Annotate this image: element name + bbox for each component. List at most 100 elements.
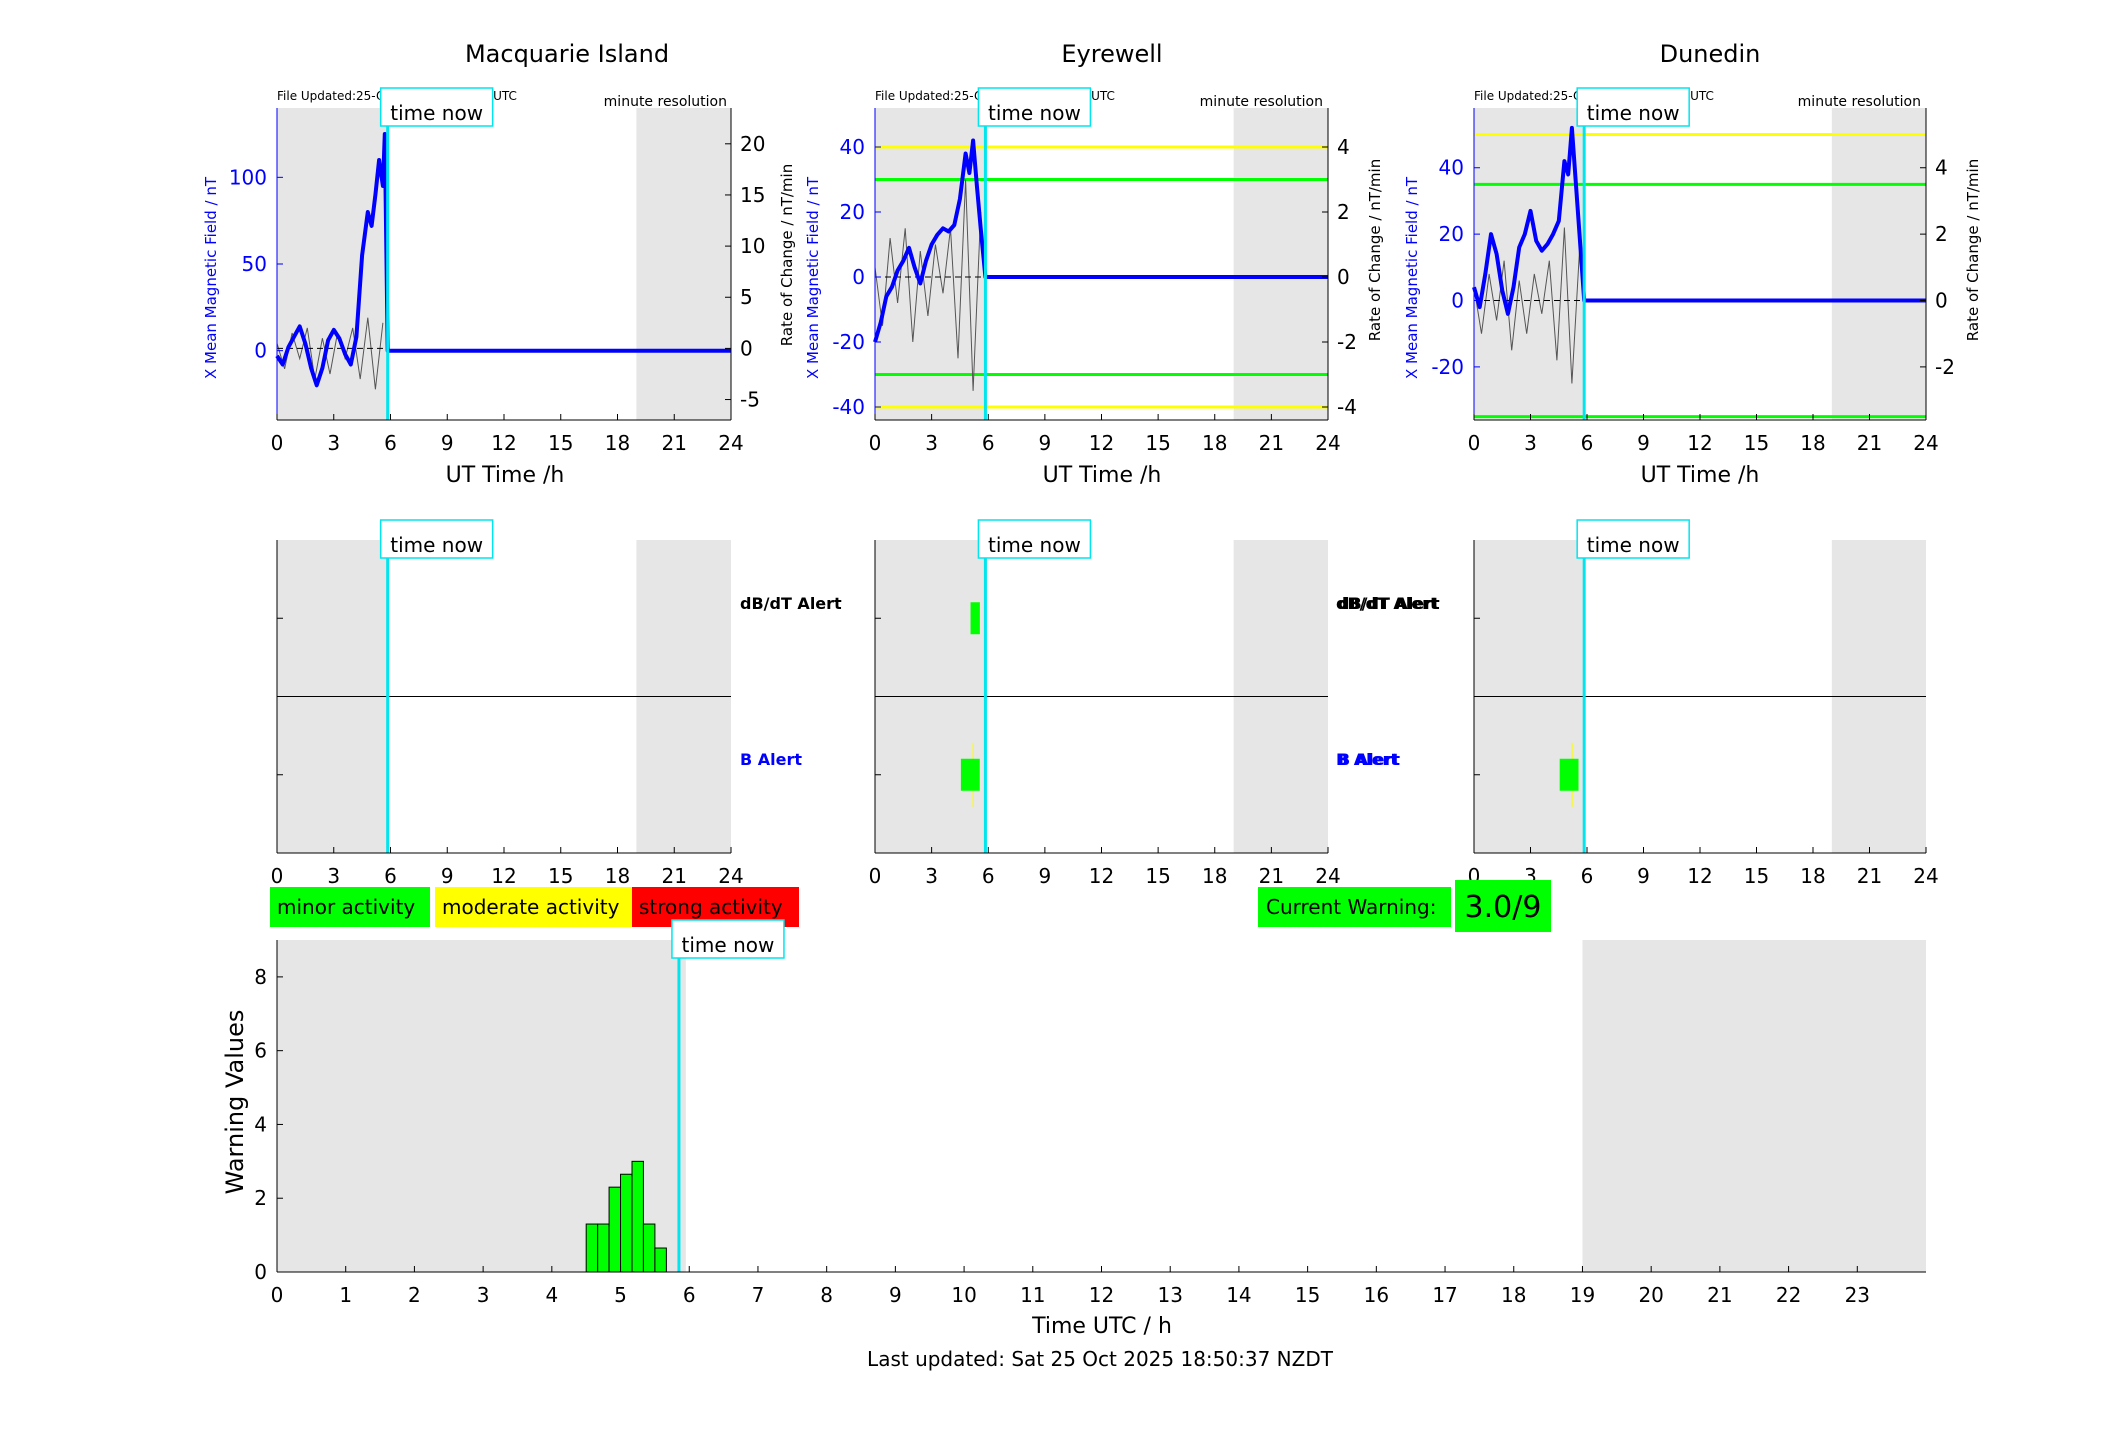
night-shading: [277, 108, 388, 420]
x-tick-label: 0: [271, 1283, 284, 1307]
x-tick-label: 15: [1744, 431, 1769, 455]
y-tick-label: 0: [254, 339, 267, 363]
x-tick-label: 7: [752, 1283, 765, 1307]
warning-bar: [631, 1160, 644, 1273]
rate-of-change-series: [276, 317, 384, 390]
y-tick-label: 100: [229, 165, 267, 189]
y-axis-label: X Mean Magnetic Field / nT: [804, 176, 822, 379]
night-shading: [1233, 108, 1328, 420]
y2-tick-label: 10: [740, 234, 765, 258]
x-tick-label: 18: [605, 864, 630, 888]
y2-tick-label: -2: [1337, 330, 1357, 354]
x-tick-label: 6: [982, 431, 995, 455]
x-tick-label: 0: [1468, 431, 1481, 455]
time-now-label: time now: [390, 533, 483, 557]
x-tick-label: 9: [1039, 864, 1052, 888]
legend-moderate-swatch: [435, 887, 632, 927]
macquarie-alert-chart: dB/dT Alert B Alert time now 0 3 6 9 12 15 18 21…: [271, 519, 842, 888]
x-tick-label: 12: [491, 864, 516, 888]
y2-tick-label: 4: [1337, 135, 1350, 159]
y-tick-label: 0: [1451, 289, 1464, 313]
y2-tick-label: 20: [740, 132, 765, 156]
x-tick-label: 15: [1295, 1283, 1320, 1307]
rate-of-change-series: [874, 179, 982, 391]
x-axis-label: Time UTC / h: [1031, 1314, 1172, 1339]
y-axis-label: X Mean Magnetic Field / nT: [202, 176, 220, 379]
y2-axis-label: Rate of Change / nT/min: [778, 164, 796, 346]
x-tick-label: 6: [1581, 864, 1594, 888]
x-tick-label: 22: [1776, 1283, 1801, 1307]
time-now-label: time now: [988, 533, 1081, 557]
x-tick-label: 12: [1687, 431, 1712, 455]
x-tick-label: 21: [662, 431, 687, 455]
y-tick-label: 0: [852, 265, 865, 289]
warning-bar: [585, 1223, 599, 1273]
alert-block: [970, 602, 980, 635]
x-tick-label: 8: [820, 1283, 833, 1307]
x-tick-label: 18: [1202, 431, 1227, 455]
x-tick-label: 21: [1857, 864, 1882, 888]
b-alert-label: B Alert: [1336, 750, 1398, 769]
x-tick-label: 23: [1845, 1283, 1870, 1307]
x-tick-label: 9: [1039, 431, 1052, 455]
x-tick-label: 0: [271, 431, 284, 455]
x-axis-label: UT Time /h: [1043, 463, 1162, 488]
current-warning-label-box: [1258, 887, 1451, 927]
x-tick-label: 12: [491, 431, 516, 455]
x-tick-label: 21: [1707, 1283, 1732, 1307]
y2-tick-label: 2: [1337, 200, 1350, 224]
x-tick-label: 21: [662, 864, 687, 888]
x-tick-label: 9: [1637, 431, 1650, 455]
dunedin-field-chart: Dunedin File Updated:25-Oct-2025 05:49:0…: [1403, 40, 1982, 488]
x-tick-label: 4: [545, 1283, 558, 1307]
time-now-label: time now: [390, 101, 483, 125]
station-title: Eyrewell: [1061, 40, 1162, 68]
x-tick-label: 24: [718, 431, 743, 455]
x-tick-label: 11: [1020, 1283, 1045, 1307]
x-tick-label: 18: [1800, 431, 1825, 455]
y-tick-label: 2: [254, 1186, 267, 1210]
dbdt-alert-label: dB/dT Alert: [1338, 594, 1440, 613]
x-tick-label: 6: [1581, 431, 1594, 455]
y-axis-label: X Mean Magnetic Field / nT: [1403, 176, 1421, 379]
x-tick-label: 12: [1089, 864, 1114, 888]
x-tick-label: 18: [1800, 864, 1825, 888]
eyrewell-alert-chart: dB/dT Alert B Alert time now 0 3 6 9 12 15 18 21…: [869, 519, 1440, 888]
x-tick-label: 3: [327, 431, 340, 455]
x-tick-label: 12: [1089, 1283, 1114, 1307]
alert-block: [960, 758, 980, 791]
x-tick-label: 3: [925, 864, 938, 888]
night-shading: [1831, 108, 1926, 420]
y2-tick-label: 15: [740, 183, 765, 207]
warning-bar: [608, 1186, 622, 1273]
x-tick-label: 0: [869, 864, 882, 888]
b-alert-label: B Alert: [1338, 750, 1400, 769]
x-tick-label: 17: [1432, 1283, 1457, 1307]
x-tick-label: 15: [548, 431, 573, 455]
y-tick-label: -40: [832, 395, 865, 419]
resolution-label: minute resolution: [1200, 94, 1323, 110]
x-tick-label: 18: [605, 431, 630, 455]
legend-minor-label: minor activity: [277, 895, 415, 919]
x-tick-label: 24: [1913, 431, 1938, 455]
dbdt-alert-label: dB/dT Alert: [1336, 594, 1438, 613]
magnetic-field-series: [275, 132, 731, 388]
x-tick-label: 5: [614, 1283, 627, 1307]
night-shading: [1582, 940, 1926, 1272]
x-tick-label: 9: [889, 1283, 902, 1307]
x-tick-label: 15: [1145, 431, 1170, 455]
y-tick-label: 40: [1439, 156, 1464, 180]
x-tick-label: 16: [1364, 1283, 1389, 1307]
x-tick-label: 18: [1501, 1283, 1526, 1307]
time-now-callout: [671, 919, 785, 959]
time-now-label: time now: [988, 101, 1081, 125]
x-axis-label: UT Time /h: [1641, 463, 1760, 488]
x-tick-label: 24: [718, 864, 743, 888]
y-tick-label: -20: [832, 330, 865, 354]
y-tick-label: 8: [254, 965, 267, 989]
x-tick-label: 15: [1145, 864, 1170, 888]
y-tick-label: -20: [1431, 355, 1464, 379]
x-tick-label: 24: [1913, 864, 1938, 888]
x-tick-label: 15: [1744, 864, 1769, 888]
